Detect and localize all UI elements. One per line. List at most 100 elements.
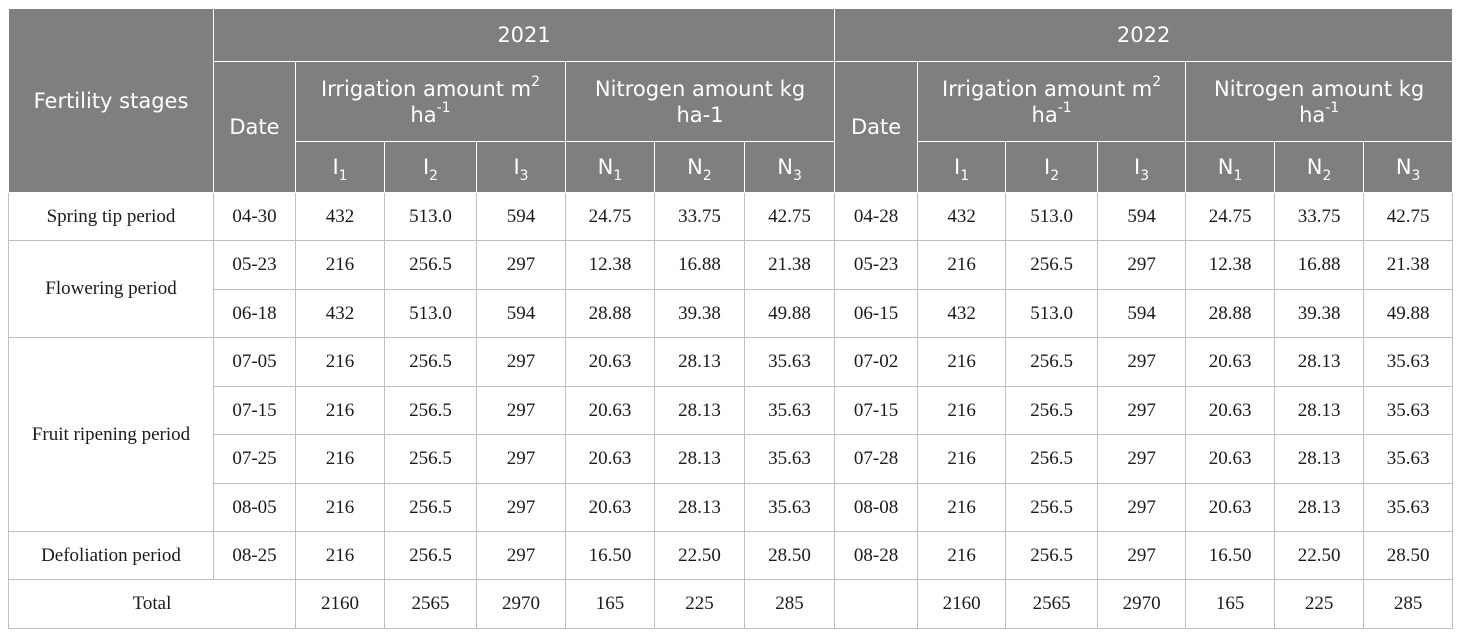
value-cell: 20.63: [565, 386, 655, 435]
col-n3-2021: N3: [743, 141, 836, 193]
value-cell: 297: [476, 240, 566, 290]
value-cell: 297: [1097, 434, 1187, 484]
value-cell: 297: [1097, 240, 1187, 290]
value-cell: 49.88: [1363, 289, 1454, 338]
year-2021-header: 2021: [212, 8, 836, 62]
value-cell: 256.5: [1005, 386, 1099, 435]
value-cell: 256.5: [384, 531, 477, 580]
value-cell: 216: [295, 337, 385, 387]
date-cell: 04-30: [213, 192, 296, 241]
table-row: Fruit ripening period 07-05 216 256.5 297 20…: [8, 337, 1454, 532]
value-cell: 216: [917, 434, 1007, 484]
value-cell: 594: [476, 289, 566, 338]
value-cell: 28.13: [654, 483, 745, 532]
value-cell: 216: [295, 434, 385, 484]
value-cell: 28.88: [565, 289, 655, 338]
value-cell: 28.13: [654, 337, 745, 387]
value-cell: 20.63: [1185, 434, 1276, 484]
col-i2-2022: I2: [1005, 141, 1099, 193]
fertilization-table: Fertility stages 2021 2022 Date Irrigati…: [8, 8, 1454, 629]
date-cell: 07-05: [213, 337, 296, 387]
value-cell: 256.5: [384, 337, 477, 387]
table-row: Flowering period 05-23 216 256.5 297 12.38 16…: [8, 240, 1454, 338]
value-cell: 21.38: [1363, 240, 1454, 290]
value-cell: 432: [295, 289, 385, 338]
table-row: 08-05 216 256.5 297 20.63 28.13 35.63 08-08 216 2…: [9, 483, 1454, 532]
value-cell: 39.38: [1274, 289, 1365, 338]
value-cell: 594: [1097, 192, 1187, 241]
col-i3-2021: I3: [476, 141, 566, 193]
value-cell: 297: [476, 483, 566, 532]
value-cell: 20.63: [565, 483, 655, 532]
total-date-empty: [834, 579, 919, 629]
table-row: 06-18 432 513.0 594 28.88 39.38 49.88 06-15 432 5…: [9, 289, 1454, 338]
value-cell: 28.13: [654, 434, 745, 484]
table-row: 07-15 216 256.5 297 20.63 28.13 35.63 07-15 216 2…: [9, 386, 1454, 435]
total-label: Total: [8, 579, 296, 629]
value-cell: 256.5: [1005, 531, 1099, 580]
value-cell: 256.5: [1005, 337, 1099, 387]
value-cell: 216: [295, 240, 385, 290]
irrigation-header-2021: Irrigation amount m2 ha-1: [295, 61, 566, 142]
value-cell: 297: [1097, 483, 1187, 532]
col-n1-2022: N1: [1185, 141, 1276, 193]
value-cell: 513.0: [384, 192, 477, 241]
table-row: Defoliation period 08-25 216 256.5 297 16.50…: [8, 531, 1454, 580]
value-cell: 35.63: [1363, 483, 1454, 532]
value-cell: 256.5: [1005, 240, 1099, 290]
value-cell: 256.5: [384, 240, 477, 290]
value-cell: 297: [476, 531, 566, 580]
value-cell: 35.63: [743, 337, 836, 387]
value-cell: 20.63: [1185, 337, 1276, 387]
value-cell: 20.63: [1185, 386, 1276, 435]
total-value: 225: [1274, 579, 1365, 629]
value-cell: 216: [917, 386, 1007, 435]
value-cell: 256.5: [384, 434, 477, 484]
value-cell: 24.75: [1185, 192, 1276, 241]
total-value: 2970: [476, 579, 566, 629]
value-cell: 12.38: [565, 240, 655, 290]
col-n2-2022: N2: [1274, 141, 1365, 193]
value-cell: 297: [476, 434, 566, 484]
value-cell: 35.63: [1363, 337, 1454, 387]
date-header-2022: Date: [834, 61, 919, 193]
value-cell: 12.38: [1185, 240, 1276, 290]
date-cell: 07-02: [834, 337, 919, 387]
value-cell: 33.75: [654, 192, 745, 241]
value-cell: 35.63: [1363, 434, 1454, 484]
value-cell: 35.63: [743, 434, 836, 484]
fertility-stages-header: Fertility stages: [8, 8, 214, 193]
value-cell: 16.50: [565, 531, 655, 580]
stage-cell-spring: Spring tip period: [8, 192, 214, 241]
table-row: Spring tip period 04-30 432 513.0 594 24.75 3…: [8, 192, 1454, 241]
value-cell: 256.5: [384, 386, 477, 435]
value-cell: 28.13: [1274, 434, 1365, 484]
value-cell: 216: [917, 240, 1007, 290]
date-cell: 05-23: [213, 240, 296, 290]
date-cell: 06-18: [213, 289, 296, 338]
stage-cell-fruit: Fruit ripening period: [8, 337, 214, 532]
value-cell: 22.50: [654, 531, 745, 580]
date-cell: 08-08: [834, 483, 919, 532]
table-body: Spring tip period 04-30 432 513.0 594 24.75 3…: [8, 192, 1454, 629]
total-row: Total 2160 2565 2970 165 225 285 2160 25…: [8, 579, 1454, 629]
value-cell: 20.63: [565, 434, 655, 484]
year-2022-header: 2022: [834, 8, 1454, 62]
value-cell: 35.63: [743, 483, 836, 532]
total-value: 2565: [1005, 579, 1099, 629]
value-cell: 28.13: [1274, 386, 1365, 435]
date-cell: 08-28: [834, 531, 919, 580]
value-cell: 28.13: [1274, 337, 1365, 387]
value-cell: 35.63: [1363, 386, 1454, 435]
irrigation-header-2022: Irrigation amount m2 ha-1: [917, 61, 1187, 142]
total-value: 165: [565, 579, 655, 629]
stage-cell-flowering: Flowering period: [8, 240, 214, 338]
value-cell: 28.50: [1363, 531, 1454, 580]
col-i1-2022: I1: [917, 141, 1007, 193]
value-cell: 513.0: [1005, 192, 1099, 241]
value-cell: 16.88: [1274, 240, 1365, 290]
value-cell: 432: [917, 192, 1007, 241]
value-cell: 20.63: [565, 337, 655, 387]
value-cell: 16.50: [1185, 531, 1276, 580]
value-cell: 33.75: [1274, 192, 1365, 241]
